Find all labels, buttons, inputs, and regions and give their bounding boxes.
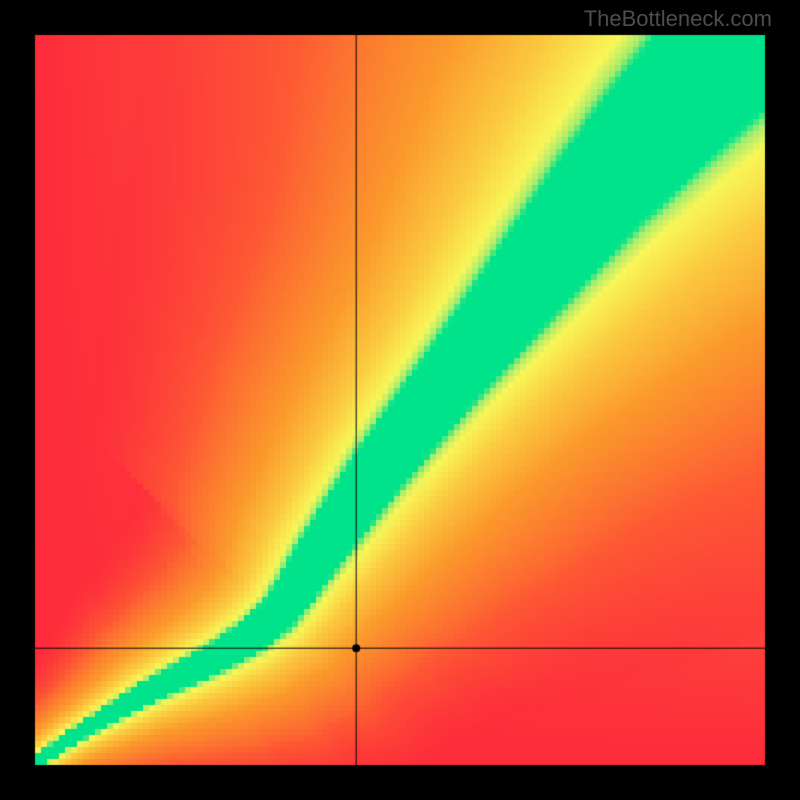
heatmap-plot [0, 0, 800, 800]
watermark-label: TheBottleneck.com [584, 6, 772, 32]
chart-container: TheBottleneck.com [0, 0, 800, 800]
